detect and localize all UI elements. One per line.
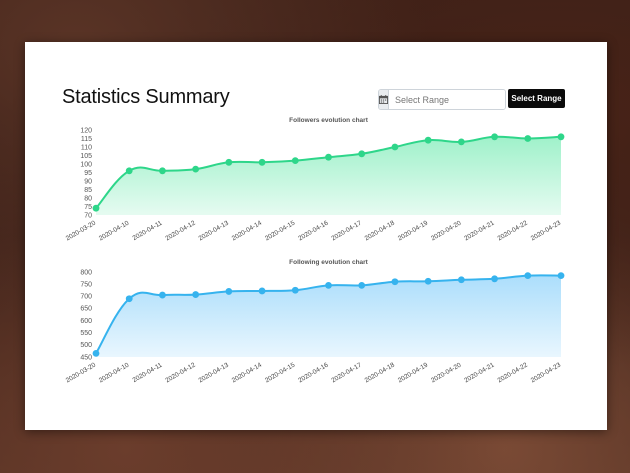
- range-input[interactable]: [389, 90, 505, 109]
- followers-x-tick: 2020-04-15: [264, 219, 297, 242]
- followers-x-tick: 2020-04-20: [430, 219, 463, 242]
- following-data-point[interactable]: [524, 272, 532, 280]
- following-x-tick: 2020-04-21: [463, 361, 496, 384]
- following-data-point[interactable]: [358, 281, 366, 289]
- followers-y-tick: 105: [80, 153, 92, 160]
- following-x-tick: 2020-04-22: [496, 361, 529, 384]
- followers-data-point[interactable]: [457, 138, 465, 146]
- followers-data-point[interactable]: [325, 153, 332, 161]
- following-data-point[interactable]: [159, 291, 166, 299]
- following-x-tick: 2020-04-13: [198, 361, 231, 384]
- followers-x-tick: 2020-04-16: [297, 219, 330, 242]
- following-x-tick: 2020-04-11: [132, 361, 164, 384]
- followers-data-point[interactable]: [159, 167, 166, 175]
- following-x-tick: 2020-04-16: [297, 361, 330, 384]
- followers-x-tick: 2020-04-22: [496, 219, 529, 242]
- following-data-point[interactable]: [291, 286, 299, 294]
- followers-x-tick: 2020-04-21: [463, 219, 496, 242]
- following-x-tick: 2020-04-15: [264, 361, 297, 384]
- followers-y-tick: 120: [80, 127, 92, 134]
- followers-x-tick: 2020-04-12: [164, 219, 197, 242]
- followers-y-tick: 90: [84, 178, 92, 185]
- followers-data-point[interactable]: [192, 165, 200, 173]
- following-y-tick: 450: [80, 354, 92, 361]
- followers-area-fill: [96, 136, 561, 215]
- following-x-tick: 2020-04-20: [430, 361, 463, 384]
- followers-data-point[interactable]: [524, 135, 532, 142]
- following-x-tick: 2020-04-17: [330, 361, 363, 384]
- following-chart: Following evolution chart 450 500 550 600 650…: [65, 259, 565, 384]
- followers-y-tick: 75: [84, 204, 92, 211]
- followers-x-tick: 2020-03-20: [65, 219, 98, 242]
- followers-y-tick: 85: [84, 187, 92, 194]
- select-range-button[interactable]: Select Range: [508, 89, 565, 108]
- following-y-tick: 600: [80, 318, 92, 325]
- followers-x-tick: 2020-04-11: [132, 219, 164, 242]
- following-data-point[interactable]: [92, 349, 100, 357]
- following-data-point[interactable]: [457, 276, 465, 284]
- followers-data-point[interactable]: [358, 150, 366, 158]
- following-data-point[interactable]: [125, 295, 133, 303]
- statistics-panel: Statistics Summary Select Range Follower…: [25, 42, 607, 430]
- following-y-tick: 700: [80, 294, 92, 301]
- following-area-fill: [96, 275, 561, 357]
- followers-y-tick: 100: [80, 161, 92, 168]
- date-range-picker[interactable]: [378, 89, 506, 110]
- followers-x-tick: 2020-04-23: [530, 219, 563, 242]
- followers-data-point[interactable]: [491, 133, 498, 141]
- followers-x-tick: 2020-04-10: [98, 219, 131, 242]
- followers-x-tick: 2020-04-18: [364, 219, 397, 242]
- following-data-point[interactable]: [424, 277, 432, 285]
- followers-x-tick: 2020-04-17: [330, 219, 363, 242]
- followers-x-tick: 2020-04-13: [198, 219, 231, 242]
- following-x-tick: 2020-04-12: [164, 361, 197, 384]
- followers-y-tick: 115: [81, 136, 92, 143]
- following-data-point[interactable]: [491, 275, 498, 283]
- following-data-point[interactable]: [225, 288, 233, 295]
- page-title: Statistics Summary: [62, 86, 230, 108]
- followers-data-point[interactable]: [125, 167, 133, 175]
- following-data-point[interactable]: [325, 281, 332, 289]
- calendar-icon[interactable]: [379, 90, 389, 109]
- followers-data-point[interactable]: [557, 133, 565, 141]
- following-y-tick: 500: [80, 342, 92, 349]
- following-chart-title: Following evolution chart: [289, 259, 369, 266]
- followers-y-tick: 95: [84, 170, 92, 177]
- following-data-point[interactable]: [192, 291, 200, 298]
- following-x-tick: 2020-04-14: [231, 361, 264, 384]
- following-data-point[interactable]: [391, 278, 399, 286]
- followers-data-point[interactable]: [291, 157, 299, 164]
- following-y-tick: 750: [80, 281, 92, 288]
- following-x-tick: 2020-04-23: [530, 361, 563, 384]
- followers-y-tick: 110: [81, 144, 92, 151]
- following-x-tick: 2020-03-20: [65, 361, 98, 384]
- followers-y-tick: 80: [84, 195, 92, 202]
- following-y-tick: 550: [80, 330, 92, 337]
- following-y-tick: 800: [80, 269, 92, 276]
- following-x-tick: 2020-04-10: [98, 361, 131, 384]
- following-x-tick: 2020-04-19: [397, 361, 430, 384]
- followers-y-tick: 70: [84, 212, 92, 219]
- following-y-tick: 650: [80, 306, 92, 313]
- followers-data-point[interactable]: [92, 204, 100, 212]
- followers-data-point[interactable]: [391, 143, 399, 151]
- followers-data-point[interactable]: [225, 158, 233, 166]
- followers-x-tick: 2020-04-19: [397, 219, 430, 242]
- followers-chart-title: Followers evolution chart: [289, 117, 369, 124]
- followers-data-point[interactable]: [258, 158, 266, 166]
- following-data-point[interactable]: [258, 287, 266, 295]
- followers-x-tick: 2020-04-14: [231, 219, 264, 242]
- following-data-point[interactable]: [557, 272, 565, 280]
- followers-data-point[interactable]: [424, 136, 432, 144]
- following-x-tick: 2020-04-18: [364, 361, 397, 384]
